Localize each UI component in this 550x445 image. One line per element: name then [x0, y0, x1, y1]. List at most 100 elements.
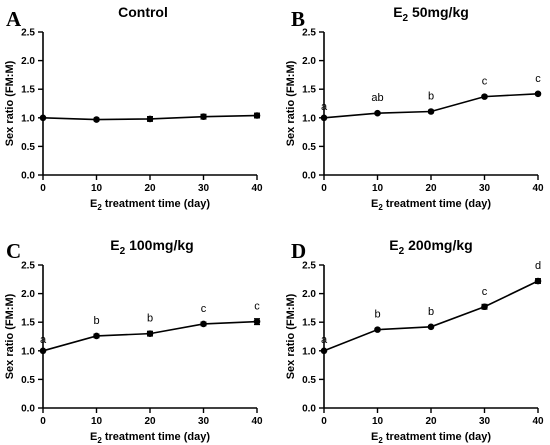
- panel-c: C E2 100mg/kg0.00.51.01.52.02.50 10 20 30 40E…: [4, 237, 263, 445]
- y-tick-label: 0.5: [302, 142, 316, 153]
- panel-title: Control: [118, 4, 168, 20]
- x-axis-label: E2 treatment time (day): [90, 431, 210, 445]
- y-axis-label: Sex ratio (FM:M): [285, 60, 297, 146]
- x-axis-label: E2 treatment time (day): [371, 431, 491, 445]
- significance-label: c: [254, 301, 260, 313]
- x-tick-label: 30: [479, 183, 491, 194]
- data-point: [481, 93, 488, 100]
- x-tick-label: 40: [251, 183, 263, 194]
- data-point: [481, 303, 488, 311]
- panel-b: B E2 50mg/kg0.00.51.01.52.02.50 10 20 30 40E2…: [285, 4, 544, 212]
- significance-label: a: [321, 334, 328, 346]
- y-tick-label: 1.5: [302, 318, 316, 329]
- y-tick-label: 0.0: [302, 171, 316, 182]
- y-tick-label: 2.0: [21, 289, 35, 300]
- significance-label: b: [374, 309, 380, 321]
- y-tick-label: 2.5: [21, 28, 35, 39]
- significance-label: b: [147, 313, 153, 325]
- significance-label: ab: [371, 92, 383, 104]
- x-axis-label-rest: treatment time (day): [383, 198, 492, 210]
- x-tick-label: 0: [40, 416, 46, 427]
- x-axis-label-subscript: 2: [378, 203, 383, 212]
- data-point: [39, 114, 47, 122]
- x-axis-label: E2 treatment time (day): [371, 198, 491, 212]
- y-tick-label: 0.0: [21, 171, 35, 182]
- panel-letter: A: [6, 7, 22, 31]
- y-tick-label: 2.5: [302, 28, 316, 39]
- significance-label: a: [40, 334, 47, 346]
- y-tick-label: 2.0: [21, 56, 35, 67]
- panel-title-subscript: 2: [403, 13, 409, 24]
- y-tick-label: 1.0: [21, 113, 35, 124]
- x-axis-label-subscript: 2: [97, 203, 102, 212]
- x-tick-label: 0: [40, 183, 46, 194]
- panel-title-main: E: [393, 4, 402, 20]
- data-point: [374, 109, 381, 117]
- data-point: [200, 320, 207, 328]
- y-tick-label: 1.0: [302, 346, 316, 357]
- y-tick-label: 1.5: [21, 85, 35, 96]
- y-tick-label: 2.0: [302, 289, 316, 300]
- panel-title-main: E: [110, 237, 119, 253]
- x-tick-label: 30: [198, 416, 210, 427]
- significance-label: c: [482, 286, 488, 298]
- x-tick-label: 0: [321, 416, 327, 427]
- x-tick-label: 30: [479, 416, 491, 427]
- x-axis-label-rest: treatment time (day): [102, 198, 211, 210]
- y-tick-label: 0.5: [21, 142, 35, 153]
- x-axis-label: E2 treatment time (day): [90, 198, 210, 212]
- significance-label: b: [93, 315, 99, 327]
- data-point: [534, 277, 542, 285]
- x-tick-label: 20: [425, 416, 437, 427]
- y-tick-label: 0.0: [302, 404, 316, 415]
- x-tick-label: 20: [144, 183, 156, 194]
- x-tick-label: 0: [321, 183, 327, 194]
- panel-title: E2 200mg/kg: [389, 237, 472, 257]
- panel-letter: D: [291, 239, 306, 263]
- x-axis-label-main: E: [90, 198, 97, 210]
- data-point: [374, 326, 381, 333]
- panel-title-subscript: 2: [399, 246, 405, 257]
- x-tick-label: 10: [91, 183, 103, 194]
- significance-label: c: [535, 73, 541, 85]
- y-tick-label: 2.5: [302, 261, 316, 272]
- x-axis-label-rest: treatment time (day): [102, 431, 211, 443]
- data-point: [253, 112, 261, 119]
- panel-d: D E2 200mg/kg0.00.51.01.52.02.50 10 20 30 40E…: [285, 237, 544, 445]
- panel-title-rest: 200mg/kg: [404, 237, 472, 253]
- data-point: [320, 347, 328, 355]
- panel-title-rest: 50mg/kg: [408, 4, 469, 20]
- x-axis-label-subscript: 2: [378, 436, 383, 445]
- y-tick-label: 2.0: [302, 56, 316, 67]
- data-point: [427, 323, 435, 331]
- x-axis-label-rest: treatment time (day): [383, 431, 492, 443]
- x-tick-label: 20: [144, 416, 156, 427]
- panel-title-rest: 100mg/kg: [125, 237, 193, 253]
- panel-title: E2 100mg/kg: [110, 237, 193, 257]
- x-tick-label: 30: [198, 183, 210, 194]
- y-tick-label: 0.5: [21, 375, 35, 386]
- data-point: [200, 113, 207, 120]
- panel-title-main: Control: [118, 4, 168, 20]
- x-tick-label: 10: [372, 183, 384, 194]
- y-axis-label: Sex ratio (FM:M): [285, 293, 297, 379]
- data-point: [93, 116, 100, 123]
- data-point: [93, 332, 100, 340]
- data-point: [146, 115, 154, 123]
- panel-title-main: E: [389, 237, 398, 253]
- y-tick-label: 2.5: [21, 261, 35, 272]
- panel-a: A Control 0.0 0.5 1.0 1.5 2.0 2.5 0 10 20 30 40 E2 tr…: [4, 4, 263, 212]
- x-axis-label-subscript: 2: [97, 436, 102, 445]
- data-point: [146, 330, 154, 337]
- data-point: [39, 347, 47, 355]
- x-tick-label: 20: [425, 183, 437, 194]
- significance-label: a: [321, 101, 328, 113]
- x-axis-label-main: E: [371, 431, 378, 443]
- y-tick-label: 0.5: [302, 375, 316, 386]
- y-tick-label: 1.5: [302, 85, 316, 96]
- y-axis-label: Sex ratio (FM:M): [4, 293, 16, 379]
- y-tick-label: 1.0: [302, 113, 316, 124]
- data-point: [427, 108, 435, 115]
- significance-label: b: [428, 306, 434, 318]
